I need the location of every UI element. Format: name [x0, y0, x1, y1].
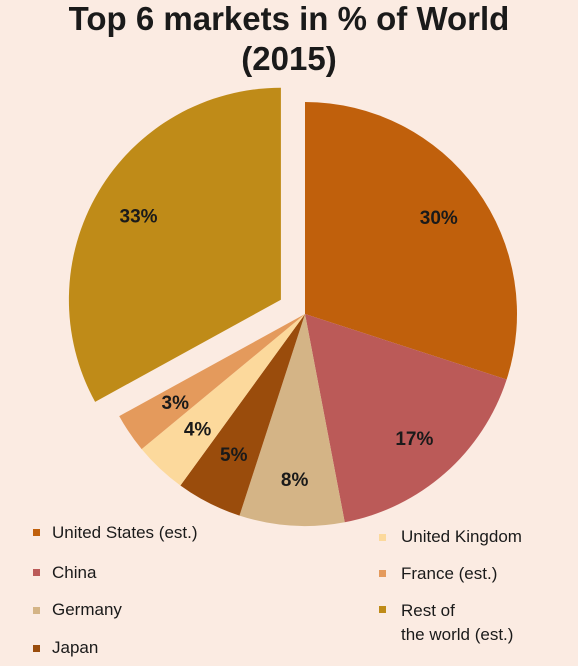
legend-swatch-united-kingdom — [379, 534, 386, 541]
legend-label-united-kingdom: United Kingdom — [401, 527, 522, 546]
slice-label-france: 3% — [162, 393, 190, 414]
pie-slice-germany — [239, 314, 345, 526]
legend-swatch-china — [33, 569, 40, 576]
legend-swatch-rest-of-world — [379, 606, 386, 613]
chart-title-line-1: Top 6 markets in % of World — [68, 0, 510, 37]
legend-swatch-germany — [33, 607, 40, 614]
pie-slice-japan — [180, 314, 305, 516]
chart-title-line-2: (2015) — [241, 40, 337, 77]
legend-label-rest-of-world-line-1: Rest of — [401, 601, 455, 620]
legend-label-france: France (est.) — [401, 564, 498, 583]
pie-slice-united-kingdom — [141, 314, 305, 486]
slice-label-rest-of-world: 33% — [120, 207, 158, 228]
legend-label-japan: Japan — [52, 638, 99, 657]
slice-label-united-states: 30% — [420, 208, 458, 229]
legend-swatch-japan — [33, 645, 40, 652]
slice-label-germany: 8% — [281, 470, 309, 491]
slice-label-united-kingdom: 4% — [184, 419, 212, 440]
legend-swatch-france — [379, 570, 386, 577]
legend-label-germany: Germany — [52, 600, 122, 619]
slice-label-china: 17% — [395, 429, 433, 450]
legend-label-china: China — [52, 563, 97, 582]
pie-slice-rest-of-world — [68, 87, 281, 402]
slice-label-japan: 5% — [220, 445, 248, 466]
pie-slice-china — [305, 314, 507, 523]
legend-swatch-united-states — [33, 529, 40, 536]
pie-slice-united-states — [305, 102, 517, 380]
legend-label-united-states: United States (est.) — [52, 523, 198, 542]
legend-label-rest-of-world-line-2: the world (est.) — [401, 625, 514, 644]
pie-slice-france — [119, 314, 305, 450]
